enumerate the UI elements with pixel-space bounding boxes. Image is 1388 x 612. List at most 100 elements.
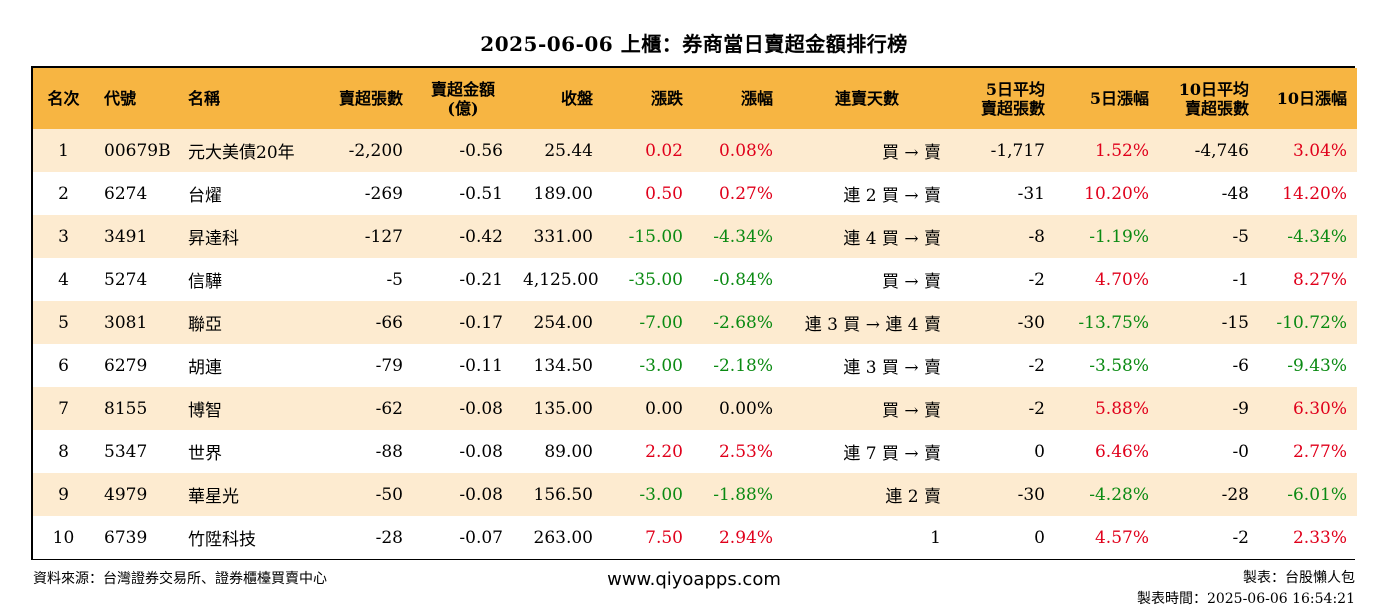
cell-rank: 7 <box>58 398 69 419</box>
cell-name: 台燿 <box>188 186 222 206</box>
cell-change: -3.00 <box>639 355 683 376</box>
table-row: 9 4979 華星光 -50 -0.08 156.50 -3.00 -1.88% 連 2 賣 -3… <box>33 473 1357 516</box>
cell-close: 156.50 <box>533 484 593 505</box>
table-row: 2 6274 台燿 -269 -0.51 189.00 0.50 0.27% 連 2 買 → 賣… <box>33 172 1357 215</box>
header-10d-pct: 10日漲幅 <box>1276 89 1347 108</box>
cell-10d-avg: -6 <box>1232 355 1249 376</box>
cell-5d-avg: 0 <box>1034 441 1045 462</box>
cell-10d-pct: 2.33% <box>1292 527 1347 548</box>
cell-5d-pct: 4.57% <box>1094 527 1149 548</box>
cell-close: 263.00 <box>533 527 593 548</box>
cell-close: 189.00 <box>533 183 593 204</box>
cell-code: 5347 <box>104 441 148 462</box>
cell-rank: 4 <box>58 269 69 290</box>
table-header-row: 名次 代號 名稱 賣超張數 賣超金額 (億) 收盤 漲跌 漲幅 連賣天數 5日平均… <box>33 68 1357 129</box>
table-row: 7 8155 博智 -62 -0.08 135.00 0.00 0.00% 買 → 賣 -2 5.8… <box>33 387 1357 430</box>
header-close: 收盤 <box>560 89 593 108</box>
cell-rank: 3 <box>58 226 69 247</box>
cell-change-pct: -0.84% <box>713 269 773 290</box>
cell-10d-pct: 3.04% <box>1292 140 1347 161</box>
maker-label: 製表：台股懶人包 <box>1243 570 1355 586</box>
page-title: 2025-06-06 上櫃：券商當日賣超金額排行榜 <box>480 32 908 56</box>
cell-10d-pct: 2.77% <box>1292 441 1347 462</box>
cell-close: 331.00 <box>533 226 593 247</box>
cell-change-pct: -2.18% <box>713 355 773 376</box>
cell-5d-avg: -30 <box>1017 312 1045 333</box>
table-row: 4 5274 信驊 -5 -0.21 4,125.00 -35.00 -0.84% 買 → 賣 -… <box>33 258 1357 301</box>
cell-code: 6739 <box>104 527 148 548</box>
data-source-note: 資料來源：台灣證券交易所、證券櫃檯買賣中心 <box>33 571 327 587</box>
cell-name: 聯亞 <box>188 315 222 335</box>
cell-10d-avg: -0 <box>1232 441 1249 462</box>
cell-name: 元大美債20年 <box>188 143 295 163</box>
cell-sell-amount: -0.11 <box>459 355 503 376</box>
cell-sell-amount: -0.21 <box>459 269 503 290</box>
cell-10d-pct: -4.34% <box>1287 226 1347 247</box>
cell-change: -7.00 <box>639 312 683 333</box>
cell-change-pct: -1.88% <box>713 484 773 505</box>
cell-sell-lots: -66 <box>375 312 403 333</box>
cell-change-pct: 0.08% <box>718 140 773 161</box>
cell-change-pct: 0.00% <box>718 398 773 419</box>
cell-sell-amount: -0.08 <box>459 484 503 505</box>
table-row: 1 00679B 元大美債20年 -2,200 -0.56 25.44 0.02 0.08% 買… <box>33 129 1357 172</box>
cell-sell-lots: -269 <box>364 183 403 204</box>
cell-change-pct: 2.53% <box>718 441 773 462</box>
cell-5d-pct: -13.75% <box>1078 312 1149 333</box>
cell-sell-amount: -0.08 <box>459 398 503 419</box>
cell-close: 135.00 <box>533 398 593 419</box>
cell-name: 信驊 <box>188 272 222 292</box>
header-change: 漲跌 <box>650 89 683 108</box>
cell-5d-pct: 6.46% <box>1094 441 1149 462</box>
cell-code: 8155 <box>104 398 148 419</box>
cell-5d-pct: 5.88% <box>1094 398 1149 419</box>
cell-10d-avg: -5 <box>1232 226 1249 247</box>
cell-close: 4,125.00 <box>523 269 599 290</box>
cell-code: 3491 <box>104 226 148 247</box>
cell-5d-avg: -1,717 <box>990 140 1045 161</box>
cell-sell-days: 買 → 賣 <box>881 272 941 292</box>
cell-sell-lots: -28 <box>375 527 403 548</box>
cell-sell-days: 連 2 買 → 賣 <box>843 186 941 206</box>
cell-close: 134.50 <box>533 355 593 376</box>
cell-10d-avg: -1 <box>1232 269 1249 290</box>
cell-sell-lots: -5 <box>386 269 403 290</box>
cell-name: 竹陞科技 <box>188 530 256 550</box>
header-5d-avg: 5日平均 賣超張數 <box>980 79 1045 118</box>
table-row: 3 3491 昇達科 -127 -0.42 331.00 -15.00 -4.34% 連 4 買… <box>33 215 1357 258</box>
cell-5d-avg: -2 <box>1028 355 1045 376</box>
cell-10d-pct: -10.72% <box>1276 312 1347 333</box>
header-change-pct: 漲幅 <box>740 89 773 108</box>
cell-name: 世界 <box>188 444 222 464</box>
cell-sell-amount: -0.17 <box>459 312 503 333</box>
header-sell-days: 連賣天數 <box>834 89 899 108</box>
ranking-table: 名次 代號 名稱 賣超張數 賣超金額 (億) 收盤 漲跌 漲幅 連賣天數 5日平均… <box>31 66 1357 560</box>
footer-credits: 製表：台股懶人包 製表時間：2025-06-06 16:54:21 <box>1137 568 1355 610</box>
cell-5d-avg: 0 <box>1034 527 1045 548</box>
header-code: 代號 <box>104 89 137 108</box>
cell-rank: 2 <box>58 183 69 204</box>
cell-10d-pct: 8.27% <box>1292 269 1347 290</box>
cell-sell-lots: -50 <box>375 484 403 505</box>
cell-sell-days: 1 <box>930 527 941 548</box>
cell-change-pct: 0.27% <box>718 183 773 204</box>
cell-rank: 9 <box>58 484 69 505</box>
cell-sell-days: 連 2 賣 <box>885 487 941 507</box>
header-10d-avg: 10日平均 賣超張數 <box>1178 79 1249 118</box>
table-row: 6 6279 胡連 -79 -0.11 134.50 -3.00 -2.18% 連 3 買 → … <box>33 344 1357 387</box>
cell-sell-amount: -0.56 <box>459 140 503 161</box>
cell-sell-days: 連 3 買 → 連 4 賣 <box>804 315 941 335</box>
cell-name: 胡連 <box>188 358 222 378</box>
website-link[interactable]: www.qiyoapps.com <box>607 569 781 590</box>
cell-sell-days: 買 → 賣 <box>881 401 941 421</box>
cell-code: 00679B <box>104 140 171 161</box>
cell-5d-avg: -31 <box>1017 183 1045 204</box>
cell-10d-pct: 6.30% <box>1292 398 1347 419</box>
cell-10d-avg: -4,746 <box>1194 140 1249 161</box>
header-5d-pct: 5日漲幅 <box>1089 89 1149 108</box>
header-sell-lots: 賣超張數 <box>338 89 403 108</box>
cell-10d-pct: -9.43% <box>1287 355 1347 376</box>
cell-name: 昇達科 <box>188 229 239 249</box>
cell-change: -3.00 <box>639 484 683 505</box>
cell-10d-avg: -2 <box>1232 527 1249 548</box>
